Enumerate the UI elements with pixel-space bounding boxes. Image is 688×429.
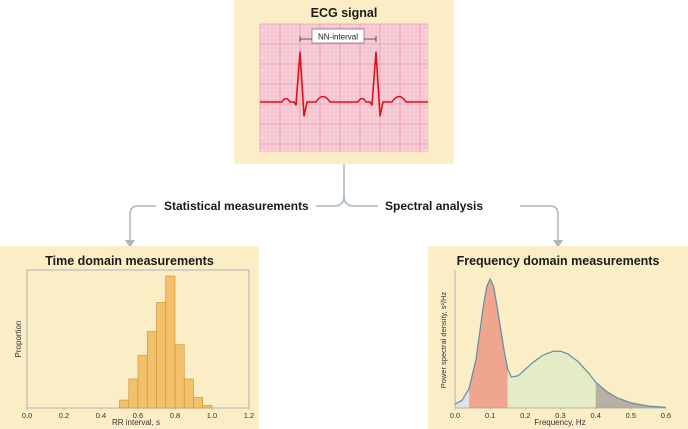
x-tick-label: 0.0 <box>22 411 32 420</box>
histogram-bars <box>119 275 213 409</box>
ecg-trace-line <box>260 51 428 117</box>
ecg-signal-panel: ECG signal NN-interval <box>234 0 454 164</box>
ecg-title: ECG signal <box>310 6 378 20</box>
histogram-x-label: RR interval, s <box>112 418 160 427</box>
x-tick-label: 0.3 <box>555 411 565 420</box>
histogram-bar <box>146 331 157 409</box>
time-domain-panel: Time domain measurements 0.0 0.2 0.4 0.6 0.8… <box>0 246 259 429</box>
x-tick-label: 0.5 <box>626 411 636 420</box>
x-tick-label: 1.2 <box>244 411 254 420</box>
x-tick-label: 0.2 <box>520 411 530 420</box>
histogram-bar <box>183 378 194 409</box>
ecg-trace-chart: NN-interval <box>259 23 429 153</box>
histogram-bar <box>165 275 176 409</box>
x-tick-label: 0.0 <box>450 411 460 420</box>
spectral-analysis-label: Spectral analysis <box>385 199 484 213</box>
x-tick-label: 0.4 <box>96 411 106 420</box>
histogram-x-ticks: 0.0 0.2 0.4 0.6 0.8 1.0 1.2 <box>22 408 254 420</box>
rr-interval-histogram: 0.0 0.2 0.4 0.6 0.8 1.0 1.2 RR interval, s Pro… <box>14 269 254 427</box>
arrow-down-icon <box>125 240 135 248</box>
histogram-bar <box>193 397 204 409</box>
histogram-bar <box>156 302 167 409</box>
ecg-grid <box>259 23 429 153</box>
histogram-bar <box>202 405 213 409</box>
x-tick-label: 1.0 <box>207 411 217 420</box>
nn-interval-marker: NN-interval <box>299 28 377 44</box>
psd-x-label: Frequency, Hz <box>534 418 585 427</box>
x-tick-label: 0.1 <box>485 411 495 420</box>
psd-frequency-bands <box>455 279 666 408</box>
time-domain-title: Time domain measurements <box>45 254 214 268</box>
x-tick-label: 0.4 <box>590 411 600 420</box>
psd-y-label: Power spectral density, s²/Hz <box>439 291 448 388</box>
histogram-y-label: Proportion <box>14 321 23 358</box>
psd-curve-line <box>454 277 667 408</box>
statistical-measurements-label: Statistical measurements <box>164 199 309 213</box>
histogram-bar <box>119 399 130 409</box>
psd-band-fill <box>455 279 470 408</box>
x-tick-label: 0.6 <box>661 411 671 420</box>
x-tick-label: 0.6 <box>133 411 143 420</box>
arrow-down-icon <box>553 240 563 248</box>
histogram-bar <box>174 344 185 409</box>
histogram-bar <box>128 378 139 409</box>
nn-interval-label: NN-interval <box>318 33 358 42</box>
x-tick-label: 0.8 <box>170 411 180 420</box>
connector-line-to-freq <box>343 195 559 240</box>
nn-interval-box <box>311 28 365 44</box>
psd-x-ticks: 0.0 0.1 0.2 0.3 0.4 0.5 0.6 <box>450 408 671 420</box>
power-spectral-density-chart: 0.0 0.1 0.2 0.3 0.4 0.5 0.6 Frequency, Hz Powe… <box>439 270 671 427</box>
psd-band-fill <box>595 279 666 408</box>
psd-band-fill <box>507 279 596 408</box>
psd-band-fill <box>469 279 508 408</box>
x-tick-label: 0.2 <box>59 411 69 420</box>
histogram-bar <box>137 354 148 409</box>
frequency-domain-title: Frequency domain measurements <box>456 254 660 268</box>
frequency-domain-panel: Frequency domain measurements 0.0 0.1 0.2 0… <box>428 246 688 429</box>
